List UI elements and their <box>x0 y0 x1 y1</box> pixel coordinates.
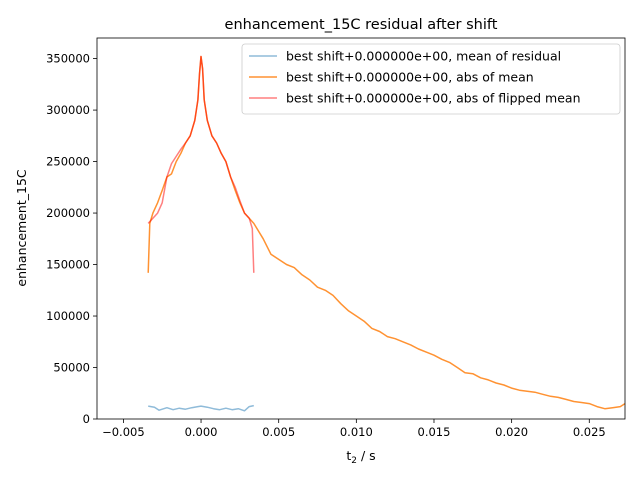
y-tick-label: 200000 <box>46 206 90 220</box>
x-axis-label-subscript: 2 <box>351 456 357 466</box>
x-tick-label: 0.025 <box>573 425 606 439</box>
y-axis: 0 50000 100000 150000 200000 250000 300000 3500… <box>46 52 97 426</box>
series-line-3 <box>147 55 255 273</box>
series-line-1 <box>148 404 254 412</box>
x-tick-label: 0.020 <box>495 425 528 439</box>
x-tick-label: 0.000 <box>185 425 218 439</box>
y-tick-label: 300000 <box>46 103 90 117</box>
series-layer <box>147 55 625 412</box>
legend: best shift+0.000000e+00, mean of residua… <box>241 43 621 115</box>
y-tick-label: 50000 <box>53 361 90 375</box>
chart-title: enhancement_15C residual after shift <box>225 17 498 33</box>
x-tick-label: 0.005 <box>262 425 295 439</box>
legend-box <box>241 43 621 115</box>
legend-label: best shift+0.000000e+00, mean of residua… <box>286 49 561 64</box>
y-axis-label: enhancement_15C <box>14 169 29 287</box>
y-tick-label: 0 <box>83 412 90 426</box>
y-tick-label: 100000 <box>46 309 90 323</box>
x-axis: −0.005 0.000 0.005 0.010 0.015 0.020 0.025 <box>102 419 606 439</box>
x-axis-label-main: t <box>346 448 351 463</box>
legend-label: best shift+0.000000e+00, abs of mean <box>286 70 534 85</box>
x-tick-label: 0.015 <box>418 425 451 439</box>
x-tick-label: −0.005 <box>102 425 145 439</box>
x-axis-label-rest: / s <box>357 448 376 463</box>
axes-frame <box>96 37 626 420</box>
plot-area <box>96 37 626 420</box>
y-tick-label: 150000 <box>46 258 90 272</box>
y-tick-label: 350000 <box>46 52 90 66</box>
legend-label: best shift+0.000000e+00, abs of flipped … <box>286 91 581 106</box>
y-tick-label: 250000 <box>46 155 90 169</box>
x-tick-label: 0.010 <box>340 425 373 439</box>
x-axis-label: t2 / s <box>346 448 375 466</box>
